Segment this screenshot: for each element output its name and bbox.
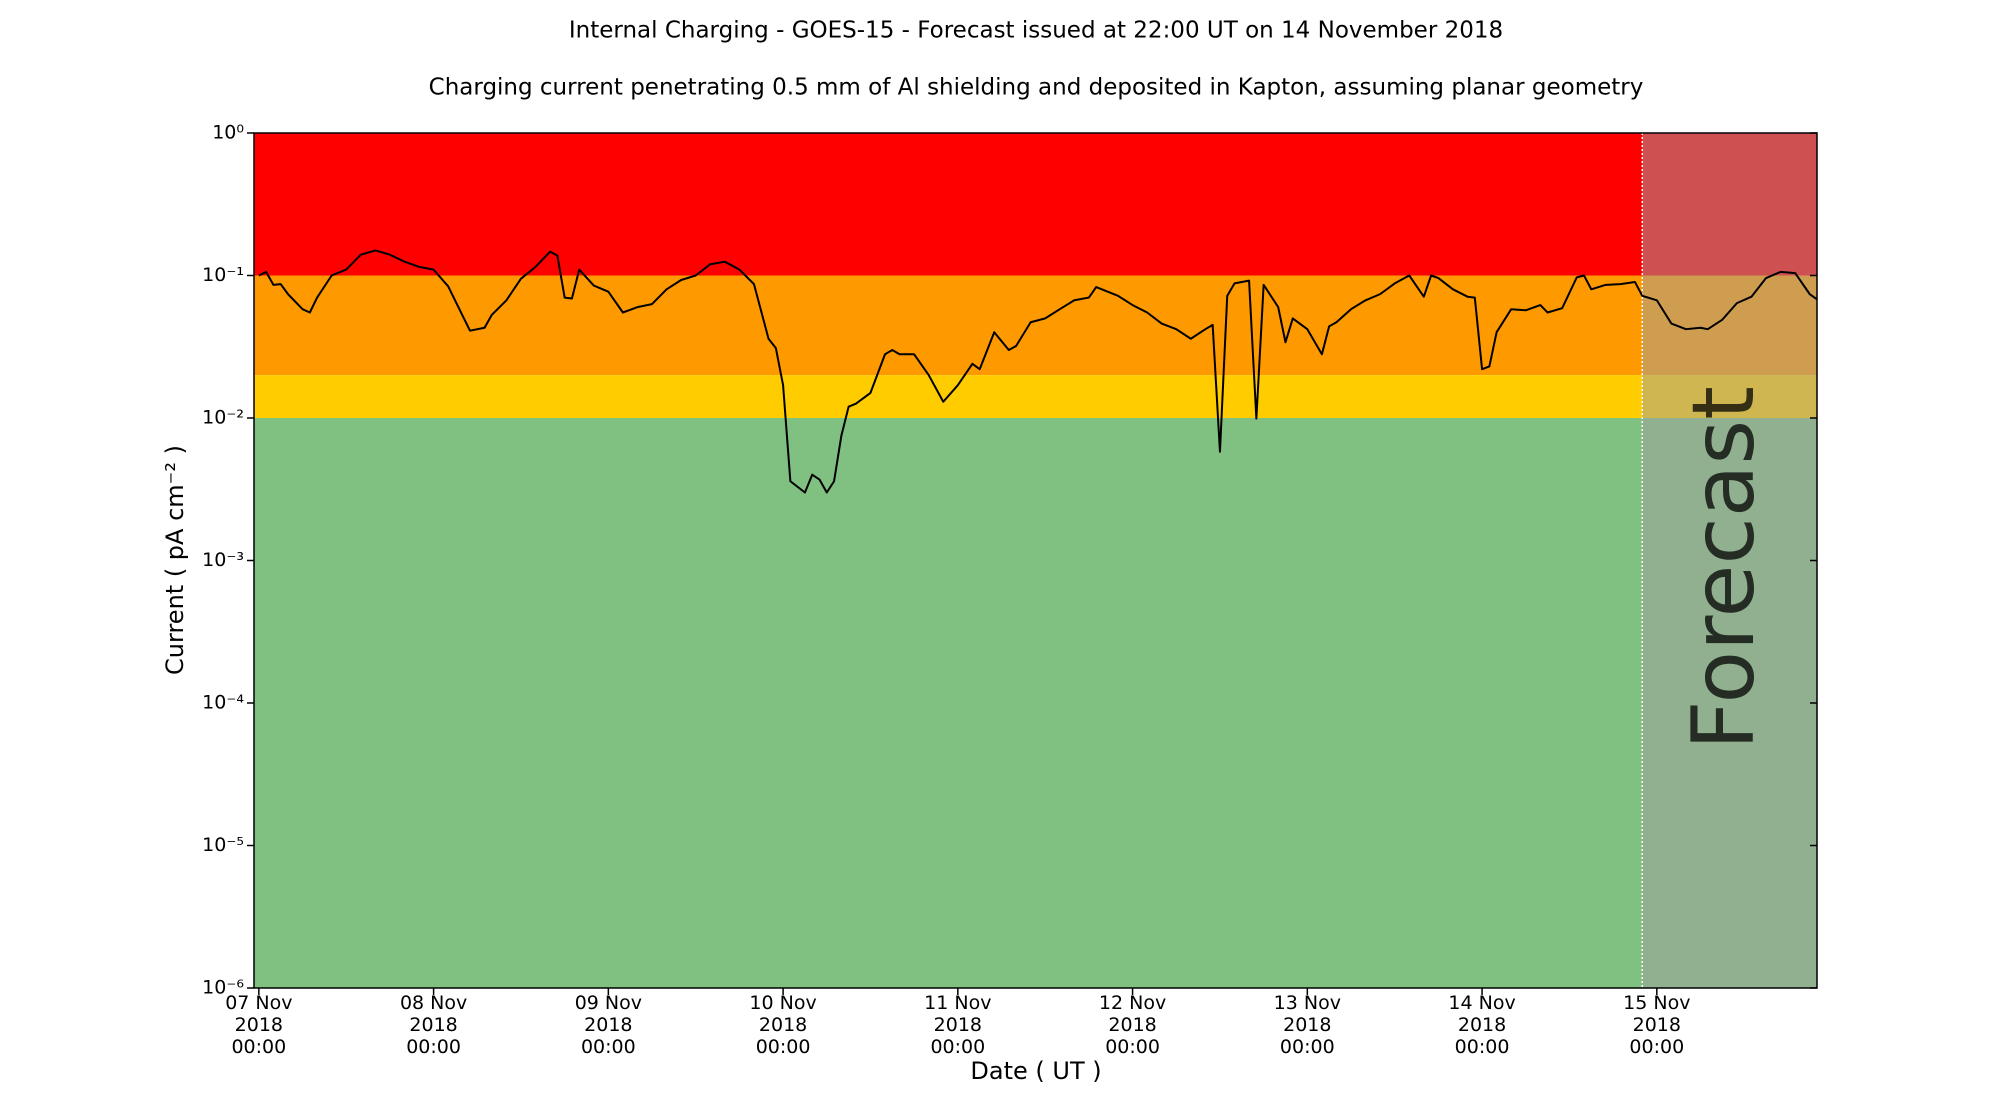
y-tick-label: 10⁻¹: [202, 264, 244, 286]
y-tick-label: 10⁻⁶: [202, 977, 244, 999]
data-line: [258, 249, 1818, 494]
x-tick-label: 14 Nov 2018 00:00: [1448, 992, 1516, 1058]
y-tick-label: 10⁻³: [202, 549, 244, 571]
chart-subtitle: Charging current penetrating 0.5 mm of A…: [429, 75, 1644, 101]
y-tick-label: 10⁰: [212, 122, 244, 144]
x-tick-label: 09 Nov 2018 00:00: [574, 992, 642, 1058]
x-tick-label: 10 Nov 2018 00:00: [749, 992, 817, 1058]
risk-zone: [254, 418, 1817, 988]
risk-zone: [254, 375, 1817, 418]
y-tick-label: 10⁻⁵: [202, 834, 244, 856]
y-axis-label: Current ( pA cm⁻² ): [161, 445, 189, 675]
x-tick-label: 13 Nov 2018 00:00: [1273, 992, 1341, 1058]
x-tick-label: 12 Nov 2018 00:00: [1098, 992, 1167, 1058]
x-tick-label: 07 Nov 2018 00:00: [225, 992, 293, 1058]
chart-title: Internal Charging - GOES-15 - Forecast i…: [569, 18, 1503, 44]
y-tick-label: 10⁻²: [202, 407, 244, 429]
x-axis-label: Date ( UT ): [970, 1057, 1101, 1085]
y-tick-label: 10⁻⁴: [202, 692, 244, 714]
forecast-region: [1642, 133, 1817, 988]
forecast-label: Forecast: [1674, 386, 1774, 750]
risk-zone: [254, 275, 1817, 376]
risk-zone: [254, 133, 1817, 276]
x-tick-label: 08 Nov 2018 00:00: [399, 992, 468, 1058]
x-tick-label: 11 Nov 2018 00:00: [924, 992, 992, 1058]
x-tick-label: 15 Nov 2018 00:00: [1623, 992, 1691, 1058]
